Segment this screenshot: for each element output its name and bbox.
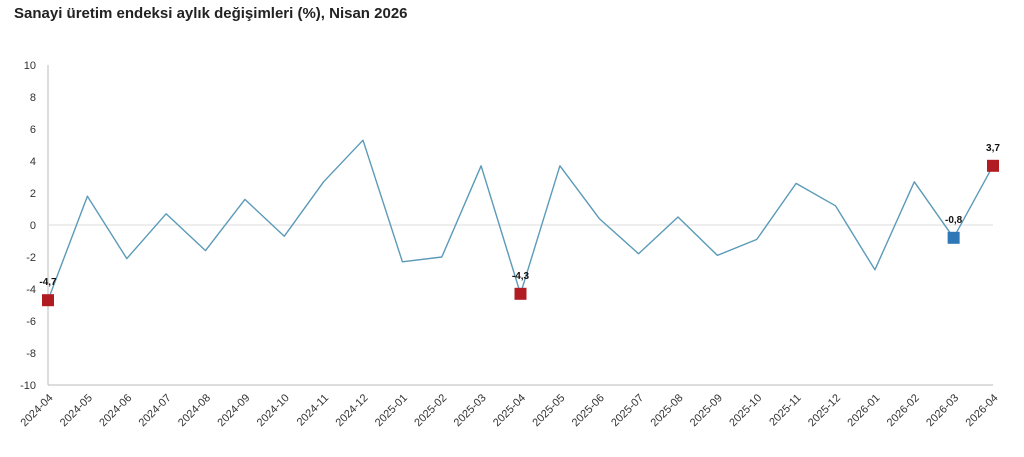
x-tick-label: 2024-08	[176, 392, 213, 429]
chart-title: Sanayi üretim endeksi aylık değişimleri …	[14, 5, 408, 22]
y-tick-label: -4	[26, 284, 36, 296]
x-tick-label: 2024-09	[215, 392, 252, 429]
x-tick-label: 2025-11	[767, 392, 803, 428]
x-tick-label: 2024-07	[137, 392, 174, 429]
y-tick-label: -6	[26, 316, 36, 328]
highlight-marker	[987, 159, 999, 172]
y-tick-label: -10	[20, 380, 36, 392]
x-tick-label: 2024-10	[255, 392, 292, 429]
x-tick-label: 2025-08	[649, 392, 686, 429]
x-tick-label: 2026-02	[885, 392, 922, 429]
highlight-marker	[947, 231, 960, 244]
x-tick-label: 2025-02	[412, 392, 449, 429]
y-tick-label: 6	[30, 124, 36, 136]
y-tick-label: 8	[30, 92, 36, 104]
y-tick-label: -2	[26, 252, 36, 264]
x-tick-label: 2025-04	[491, 392, 528, 429]
x-tick-label: 2025-05	[530, 392, 567, 429]
x-tick-label: 2026-01	[845, 392, 882, 429]
x-tick-label: 2025-09	[688, 392, 725, 429]
x-tick-label: 2025-06	[570, 392, 607, 429]
data-label: 3,7	[986, 143, 1000, 154]
x-tick-label: 2024-12	[334, 392, 371, 429]
y-tick-label: 0	[30, 220, 36, 232]
x-tick-label: 2025-03	[452, 392, 489, 429]
x-tick-label: 2025-07	[609, 392, 646, 429]
data-label: -4,3	[512, 271, 530, 282]
y-tick-label: 4	[30, 156, 36, 168]
highlight-marker	[42, 294, 54, 307]
data-label: -4,7	[39, 277, 57, 288]
x-tick-label: 2024-06	[97, 392, 134, 429]
y-tick-label: -8	[26, 348, 36, 360]
x-tick-label: 2025-12	[806, 392, 843, 429]
x-tick-label: 2024-04	[19, 392, 56, 429]
x-tick-label: 2024-05	[58, 392, 95, 429]
x-tick-label: 2025-10	[727, 392, 764, 429]
data-label: -0,8	[945, 215, 963, 226]
y-tick-label: 2	[30, 188, 36, 200]
x-tick-label: 2026-03	[924, 392, 961, 429]
y-tick-label: 10	[24, 60, 36, 72]
highlight-marker	[514, 287, 527, 300]
x-tick-label: 2025-01	[373, 392, 410, 429]
x-tick-label: 2024-11	[295, 392, 331, 428]
x-tick-label: 2026-04	[964, 392, 1001, 429]
